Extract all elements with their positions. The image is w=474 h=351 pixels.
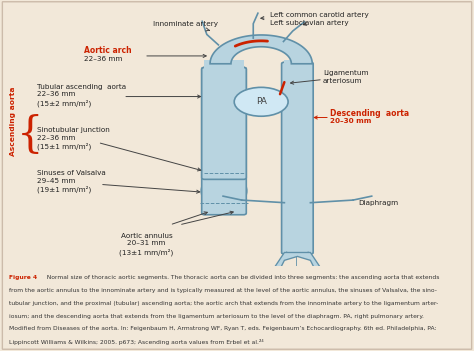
Text: Ascending aorta: Ascending aorta: [10, 87, 16, 156]
Text: PA: PA: [255, 97, 266, 106]
Text: Aortic arch: Aortic arch: [84, 46, 131, 55]
Polygon shape: [210, 35, 312, 64]
Text: from the aortic annulus to the innominate artery and is typically measured at th: from the aortic annulus to the innominat…: [9, 288, 437, 293]
FancyBboxPatch shape: [282, 62, 313, 254]
FancyBboxPatch shape: [202, 67, 246, 215]
FancyBboxPatch shape: [202, 67, 246, 179]
Text: Figure 4: Figure 4: [9, 276, 37, 280]
Polygon shape: [284, 60, 310, 69]
Text: Lippincott Williams & Wilkins; 2005. p673; Ascending aorta values from Erbel et : Lippincott Williams & Wilkins; 2005. p67…: [9, 339, 264, 345]
Text: Sinuses of Valsalva
29–45 mm
(19±1 mm/m²): Sinuses of Valsalva 29–45 mm (19±1 mm/m²…: [37, 170, 106, 193]
Text: Aortic annulus
20–31 mm
(13±1 mm/m²): Aortic annulus 20–31 mm (13±1 mm/m²): [119, 233, 173, 256]
Text: {: {: [17, 114, 44, 155]
Polygon shape: [272, 252, 323, 271]
Text: Normal size of thoracic aortic segments. The thoracic aorta can be divided into : Normal size of thoracic aortic segments.…: [43, 276, 439, 280]
Ellipse shape: [218, 177, 247, 205]
Text: iosum; and the descending aorta that extends from the ligamentum arteriosum to t: iosum; and the descending aorta that ext…: [9, 313, 424, 318]
Text: 20–30 mm: 20–30 mm: [330, 118, 371, 125]
Text: Modified from Diseases of the aorta. In: Feigenbaum H, Armstrong WF, Ryan T, eds: Modified from Diseases of the aorta. In:…: [9, 326, 437, 331]
Text: Left subclavian artery: Left subclavian artery: [270, 20, 348, 26]
Text: Left common carotid artery: Left common carotid artery: [261, 12, 368, 20]
Text: Sinotubular junction
22–36 mm
(15±1 mm/m²): Sinotubular junction 22–36 mm (15±1 mm/m…: [37, 127, 110, 150]
Ellipse shape: [201, 177, 230, 205]
Text: Innominate artery: Innominate artery: [154, 21, 219, 31]
Text: Tubular ascending  aorta
22–36 mm
(15±2 mm/m²): Tubular ascending aorta 22–36 mm (15±2 m…: [37, 84, 127, 107]
Ellipse shape: [234, 87, 288, 116]
Text: Descending  aorta: Descending aorta: [330, 109, 409, 118]
Polygon shape: [204, 60, 244, 69]
Text: Diaphragm: Diaphragm: [358, 200, 398, 206]
Text: 22–36 mm: 22–36 mm: [84, 55, 122, 61]
Text: tubular junction, and the proximal (tubular) ascending aorta; the aortic arch th: tubular junction, and the proximal (tubu…: [9, 301, 438, 306]
Text: Ligamentum
arteriosum: Ligamentum arteriosum: [323, 70, 368, 84]
